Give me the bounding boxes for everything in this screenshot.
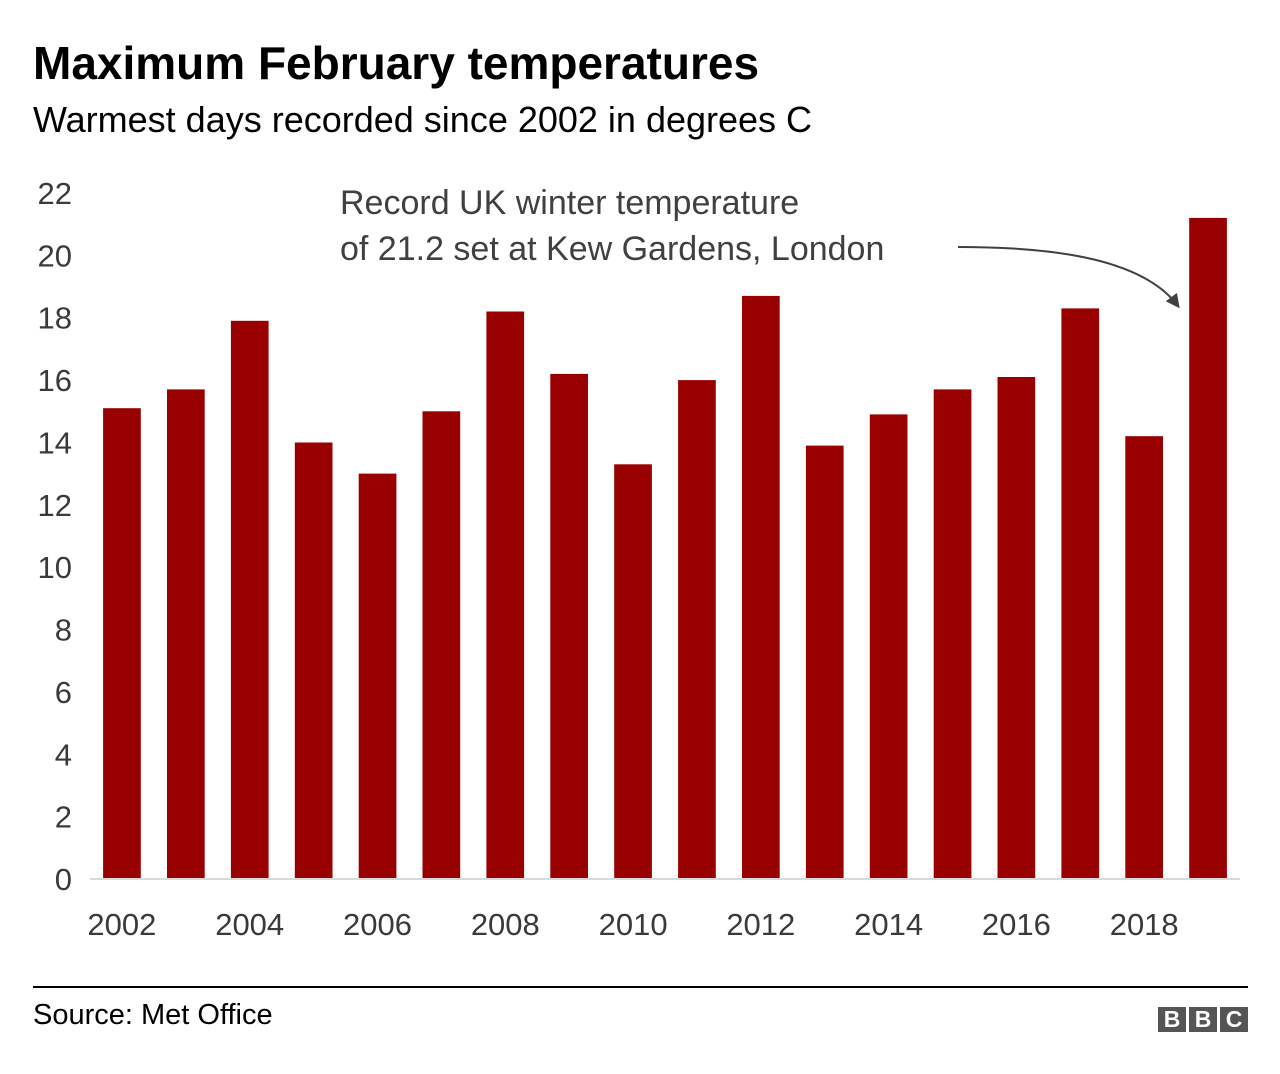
y-tick-label: 0 [55, 862, 72, 897]
bar-2013 [805, 445, 844, 879]
y-tick-label: 18 [38, 301, 72, 336]
bars-group [103, 217, 1227, 879]
y-tick-label: 12 [38, 488, 72, 523]
y-tick-label: 10 [38, 550, 72, 585]
chart-title: Maximum February temperatures [33, 37, 760, 89]
record-annotation: Record UK winter temperature of 21.2 set… [340, 180, 884, 272]
y-tick-label: 20 [38, 238, 72, 273]
bar-2016 [997, 377, 1036, 879]
bar-2008 [486, 311, 525, 879]
x-tick-label: 2016 [982, 907, 1051, 942]
bar-2004 [230, 320, 269, 879]
bar-2014 [869, 414, 908, 879]
y-tick-label: 6 [55, 675, 72, 710]
x-axis: 2002 2004 2006 2008 2010 2012 2014 2016 2018 [87, 907, 1178, 942]
y-tick-label: 4 [55, 737, 72, 772]
footer-divider [33, 986, 1248, 988]
bar-2017 [1061, 308, 1100, 879]
bar-2002 [103, 408, 141, 879]
bar-2009 [550, 373, 588, 879]
y-tick-label: 2 [55, 800, 72, 835]
x-tick-label: 2004 [215, 907, 284, 942]
bar-2015 [933, 389, 972, 879]
bbc-logo-letter: B [1189, 1007, 1217, 1032]
bar-2003 [167, 389, 205, 879]
bar-2012 [742, 295, 780, 879]
bar-2018 [1125, 436, 1163, 879]
annotation-line-2: of 21.2 set at Kew Gardens, London [340, 230, 885, 268]
y-tick-label: 16 [38, 363, 72, 398]
x-tick-label: 2002 [87, 907, 156, 942]
y-axis: 0 2 4 6 8 10 12 14 16 18 20 22 [38, 176, 72, 897]
source-label: Source: Met Office [33, 999, 273, 1031]
y-tick-label: 14 [38, 426, 72, 461]
bar-2007 [422, 411, 461, 879]
x-tick-label: 2010 [599, 907, 668, 942]
y-tick-label: 8 [55, 613, 72, 648]
chart-subtitle: Warmest days recorded since 2002 in degr… [33, 99, 813, 140]
bar-2010 [614, 464, 652, 879]
bbc-logo: B B C [1158, 1007, 1248, 1032]
bbc-logo-letter: B [1158, 1007, 1186, 1032]
annotation-line-1: Record UK winter temperature [340, 184, 800, 222]
bar-2011 [678, 380, 716, 879]
bar-chart: 0 2 4 6 8 10 12 14 16 18 20 22 2002 2004 2006 2008 2010… [38, 176, 1240, 942]
x-tick-label: 2018 [1110, 907, 1179, 942]
bar-2005 [294, 442, 333, 879]
x-tick-label: 2012 [726, 907, 795, 942]
x-tick-label: 2014 [854, 907, 923, 942]
y-tick-label: 22 [38, 176, 72, 211]
bar-2006 [358, 473, 397, 879]
bar-2019 [1189, 217, 1227, 879]
x-tick-label: 2008 [471, 907, 540, 942]
x-tick-label: 2006 [343, 907, 412, 942]
bbc-logo-letter: C [1220, 1007, 1248, 1032]
annotation-arrow [957, 246, 1180, 309]
